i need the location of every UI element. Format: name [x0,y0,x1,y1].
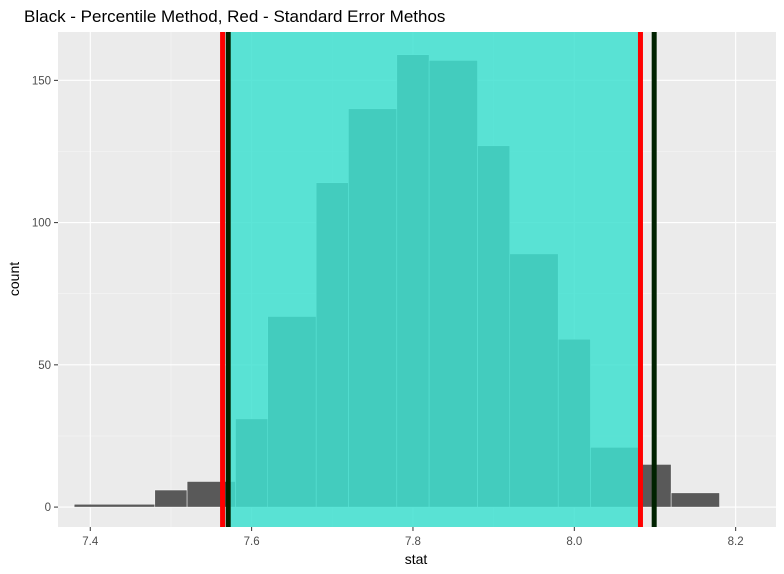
histogram-bar [73,503,156,508]
chart-title: Black - Percentile Method, Red - Standar… [24,7,445,26]
x-tick-label: 8.0 [566,536,582,548]
y-tick-label: 150 [32,75,51,87]
x-tick-label: 8.2 [728,536,744,548]
shaded-interval [228,32,641,527]
y-tick-label: 100 [32,218,51,230]
histogram-bar [154,489,188,508]
y-tick-label: 0 [45,502,51,514]
confidence-interval-shading [228,32,641,527]
y-tick-label: 50 [38,360,51,372]
x-axis-ticks: 7.4 7.6 7.8 8.0 8.2 [82,527,744,548]
interval-lines [220,32,657,527]
x-tick-label: 7.6 [244,536,260,548]
y-axis-title: count [6,262,22,296]
histogram-bar [670,492,720,508]
y-axis-ticks: 0 50 100 150 [32,75,58,514]
x-axis-title: stat [405,551,428,567]
x-tick-label: 7.8 [405,536,421,548]
x-tick-label: 7.4 [82,536,99,548]
